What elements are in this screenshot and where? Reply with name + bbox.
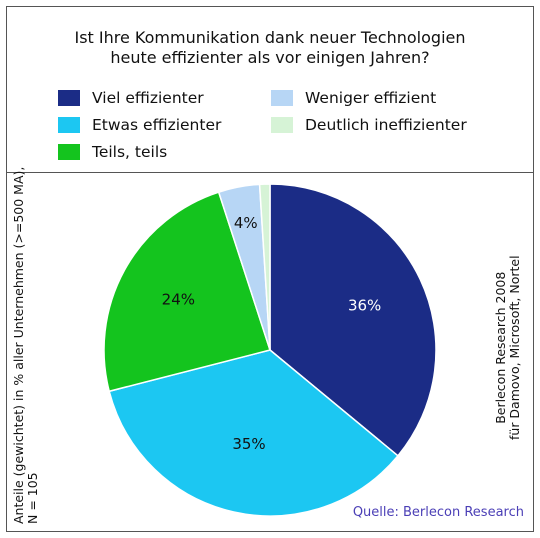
- legend-label: Weniger effizient: [305, 89, 437, 107]
- legend-swatch: [271, 117, 293, 133]
- legend-swatch: [58, 90, 80, 106]
- legend-label: Viel effizienter: [92, 89, 204, 107]
- pie-value-label: 24%: [162, 291, 195, 309]
- left-note: Anteile (gewichtet) in % aller Unternehm…: [11, 166, 40, 524]
- pie-value-label: 4%: [234, 214, 258, 232]
- right-note-line-2: für Damovo, Microsoft, Nortel: [507, 255, 522, 440]
- chart-title: Ist Ihre Kommunikation dank neuer Techno…: [0, 28, 540, 68]
- legend-swatch: [58, 144, 80, 160]
- legend-item-teils-teils: Teils, teils: [58, 142, 167, 162]
- legend-swatch: [271, 90, 293, 106]
- pie-slice-teils-teils: [103, 191, 271, 393]
- source-note: Quelle: Berlecon Research: [352, 505, 524, 520]
- left-note-line-2: N = 105: [25, 472, 40, 524]
- legend-item-etwas-effizienter: Etwas effizienter: [58, 115, 221, 135]
- pie-slice-etwas-effizienter: [108, 349, 399, 517]
- left-note-line-1: Anteile (gewichtet) in % aller Unternehm…: [11, 166, 26, 524]
- pie-slice-deutlich-ineffizienter: [258, 183, 271, 351]
- chart-frame: [6, 6, 534, 532]
- pie-slice-viel-effizienter: [269, 183, 437, 457]
- legend-item-viel-effizienter: Viel effizienter: [58, 88, 204, 108]
- pie-value-label: 36%: [348, 296, 381, 314]
- legend-item-weniger-effizient: Weniger effizient: [271, 88, 436, 108]
- legend-label: Teils, teils: [92, 143, 168, 161]
- header-divider: [6, 172, 534, 173]
- legend-label: Deutlich ineffizienter: [305, 116, 467, 134]
- chart-title-line-2: heute effizienter als vor einigen Jahren…: [110, 48, 430, 67]
- pie-value-label: 35%: [232, 435, 265, 453]
- right-note: Berlecon Research 2008 für Damovo, Micro…: [493, 255, 522, 440]
- legend-item-deutlich-ineffizienter: Deutlich ineffizienter: [271, 115, 467, 135]
- legend-label: Etwas effizienter: [92, 116, 222, 134]
- right-note-line-1: Berlecon Research 2008: [493, 271, 508, 424]
- legend-swatch: [58, 117, 80, 133]
- chart-title-line-1: Ist Ihre Kommunikation dank neuer Techno…: [74, 28, 466, 47]
